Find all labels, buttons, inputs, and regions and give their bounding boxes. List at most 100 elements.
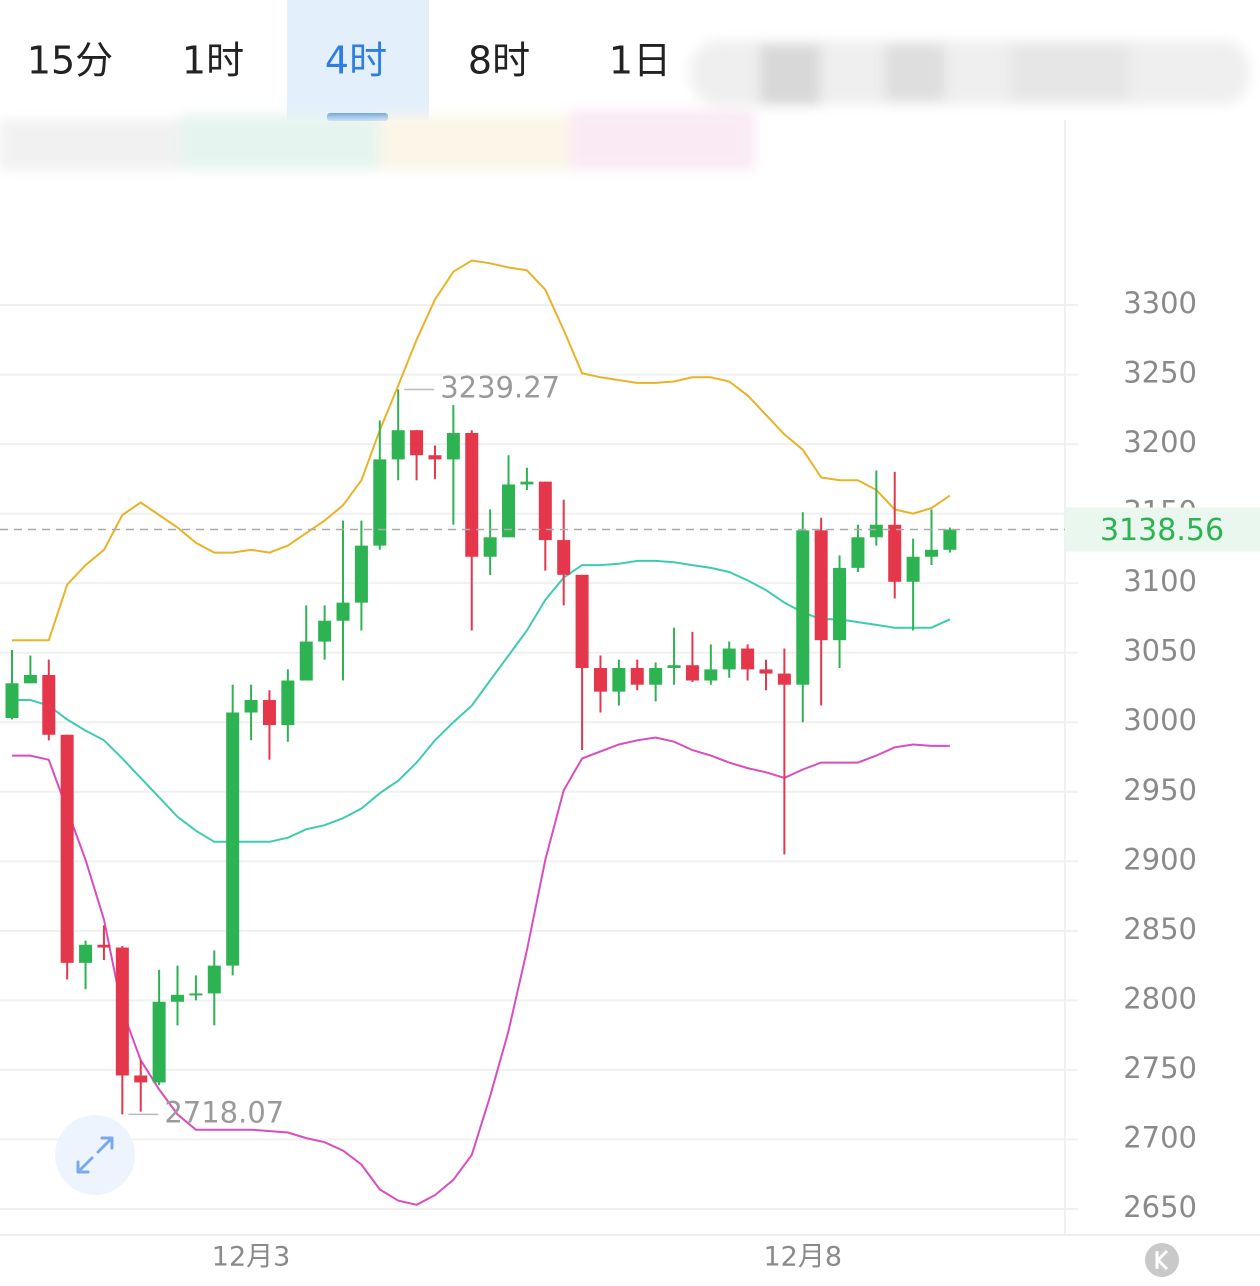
y-tick-label: 2900 [1123,842,1197,876]
min-label: 2718.07 [164,1095,284,1129]
candle-body [943,529,957,550]
y-tick-label: 3250 [1123,356,1197,390]
y-tick-label: 3200 [1123,425,1197,459]
y-tick-label: 3000 [1123,703,1197,737]
kline-icon [1155,1249,1169,1271]
active-tab-bg [287,0,429,120]
blur-block [760,45,820,105]
candle-body [42,674,56,735]
time-tab[interactable]: 1时 [182,39,244,83]
candle-body [336,602,350,621]
overlay: 3239.27 2718.07 3138.56 [0,370,1260,1129]
candle-body [557,540,571,575]
band-line [12,559,951,843]
candle-body [60,734,74,963]
candle-body [152,1001,166,1083]
x-tick-label: 12月3 [212,1242,291,1273]
grid: 2650 2700 2750 2800 2850 2900 2950 3000 3050 3100… [0,286,1197,1273]
expand-icon [76,1136,114,1174]
bands [12,259,951,1206]
candle-body [520,481,534,485]
candle-body [906,556,920,582]
expand-button[interactable] [55,1115,135,1195]
band-line [12,259,951,642]
candle-body [171,994,185,1002]
candle-body [851,537,865,568]
current-price-box [1065,507,1260,552]
candle-body [796,530,810,685]
candle-body [428,455,442,460]
candle-body [759,669,773,674]
candle-body [869,524,883,538]
y-tick-label: 2800 [1123,981,1197,1015]
y-tick-label: 3300 [1123,286,1197,320]
candle-body [465,432,479,557]
candle-body [5,683,19,719]
candle-body [888,524,902,582]
blur-block [885,45,945,100]
candle-body [226,712,240,966]
candle-body [244,699,258,713]
candle-body [391,430,405,460]
blur-block [380,115,570,170]
time-tab[interactable]: 15分 [27,39,113,83]
candle-body [685,665,699,681]
candle-body [79,944,93,963]
candle-body [814,530,828,641]
candle-body [925,549,938,557]
y-tick-label: 2700 [1123,1120,1197,1154]
y-tick-label: 2750 [1123,1051,1197,1085]
candle-body [299,641,313,681]
blur-block [0,120,180,170]
candle-body [612,668,626,692]
candle-body [538,481,552,541]
candle-body [354,545,368,603]
kline-button-bg[interactable] [1145,1243,1179,1277]
candle-body [630,668,644,685]
candle-body [722,648,736,670]
candle-body [483,537,497,557]
candle-body [97,944,111,948]
candle-body [318,620,332,642]
y-tick-label: 2950 [1123,773,1197,807]
candle-body [575,574,589,669]
blur-block [1010,45,1130,100]
candle-body [134,1075,148,1083]
candle-body [649,668,663,685]
candle-body [593,668,607,692]
candle-body [207,965,221,994]
candle-body [741,648,755,670]
candle-body [704,669,718,681]
y-tick-label: 2850 [1123,912,1197,946]
kline-button[interactable] [1145,1243,1179,1277]
candle-body [410,430,424,456]
time-tab[interactable]: 8时 [468,39,530,83]
x-tick-label: 12月8 [763,1242,842,1273]
candle-body [373,459,387,546]
max-label: 3239.27 [440,370,560,404]
y-tick-label: 3050 [1123,634,1197,668]
blur-block [570,110,755,170]
candle-body [777,673,791,685]
candle-body [23,674,37,684]
candle-body [833,567,847,641]
current-price-label: 3138.56 [1100,513,1224,548]
band-line [12,736,950,1206]
tab-bar: 15分 1时 4时 8时 1日 [27,0,671,121]
expand-button-bg[interactable] [55,1115,135,1195]
candle-body [667,665,681,669]
time-tab[interactable]: 1日 [609,39,671,83]
candle-body [262,699,276,726]
candles [5,389,957,1115]
candle-body [115,947,129,1076]
y-tick-label: 2650 [1123,1190,1197,1224]
blur-block [180,115,380,170]
candle-body [281,680,295,726]
blurred-region [0,40,1250,170]
candle-body [446,432,460,460]
y-tick-label: 3100 [1123,564,1197,598]
time-tab[interactable]: 4时 [325,39,387,83]
candle-body [502,484,516,538]
candle-body [189,993,203,996]
